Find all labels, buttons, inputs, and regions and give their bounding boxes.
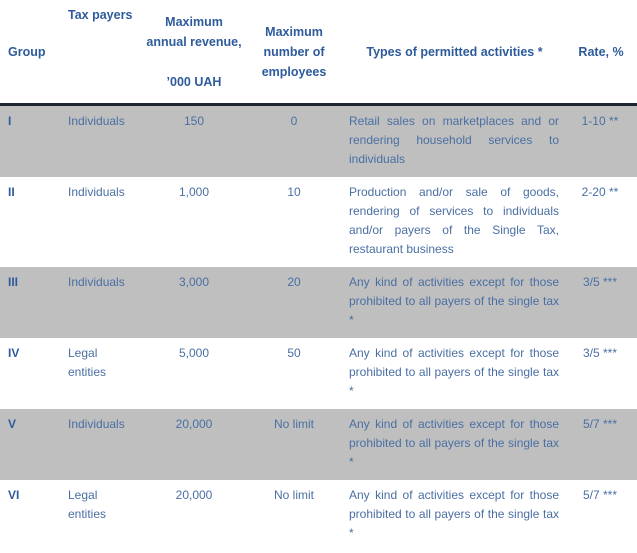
employees-cell: 10 <box>287 185 301 199</box>
group-cell: III <box>8 275 19 289</box>
activities-cell: Any kind of activities except for those … <box>349 275 559 327</box>
tax-payers-cell: Individuals <box>68 417 125 431</box>
table-header-row: Group Tax payers Maximum annual revenue,… <box>0 0 637 106</box>
tax-payers-cell: Legal entities <box>68 346 107 379</box>
revenue-cell: 20,000 <box>175 417 213 431</box>
activities-cell: Any kind of activities except for those … <box>349 346 559 398</box>
employees-cell: 0 <box>290 114 298 128</box>
rate-cell: 2-20 ** <box>581 185 619 199</box>
activities-cell: Any kind of activities except for those … <box>349 488 559 540</box>
activities-cell: Any kind of activities except for those … <box>349 417 559 469</box>
rate-cell: 3/5 *** <box>582 346 618 360</box>
tax-payers-cell: Individuals <box>68 185 125 199</box>
col-header-employees: Maximum number of employees <box>261 24 327 79</box>
rate-cell: 5/7 *** <box>582 488 618 502</box>
table-row: II Individuals 1,000 10 Production and/o… <box>0 177 637 267</box>
employees-cell: 50 <box>287 346 301 360</box>
rate-cell: 3/5 *** <box>582 275 618 289</box>
activities-cell: Retail sales on marketplaces and or rend… <box>349 114 559 166</box>
employees-cell: No limit <box>273 488 314 502</box>
revenue-cell: 1,000 <box>178 185 210 199</box>
tax-payers-cell: Individuals <box>68 114 125 128</box>
col-header-activities: Types of permitted activities * <box>366 44 543 59</box>
col-header-revenue: Maximum annual revenue, ’000 UAH <box>146 14 242 89</box>
table-row: IV Legal entities 5,000 50 Any kind of a… <box>0 338 637 409</box>
col-header-tax-payers: Tax payers <box>68 8 133 22</box>
col-header-rate: Rate, % <box>578 44 624 59</box>
revenue-cell: 5,000 <box>178 346 210 360</box>
rate-cell: 1-10 ** <box>581 114 619 128</box>
rate-cell: 5/7 *** <box>582 417 618 431</box>
group-cell: V <box>8 417 17 431</box>
activities-cell: Production and/or sale of goods, renderi… <box>349 185 559 256</box>
table-row: VI Legal entities 20,000 No limit Any ki… <box>0 480 637 553</box>
group-cell: IV <box>8 346 20 360</box>
group-cell: VI <box>8 488 20 502</box>
tax-payers-cell: Individuals <box>68 275 125 289</box>
employees-cell: 20 <box>287 275 301 289</box>
revenue-cell: 3,000 <box>178 275 210 289</box>
table-row: I Individuals 150 0 Retail sales on mark… <box>0 106 637 177</box>
col-header-group: Group <box>8 44 46 59</box>
table-row: V Individuals 20,000 No limit Any kind o… <box>0 409 637 480</box>
group-cell: I <box>8 114 12 128</box>
employees-cell: No limit <box>273 417 314 431</box>
group-cell: II <box>8 185 15 199</box>
revenue-cell: 20,000 <box>175 488 213 502</box>
table-row: III Individuals 3,000 20 Any kind of act… <box>0 267 637 338</box>
tax-payers-cell: Legal entities <box>68 488 107 521</box>
revenue-cell: 150 <box>183 114 205 128</box>
